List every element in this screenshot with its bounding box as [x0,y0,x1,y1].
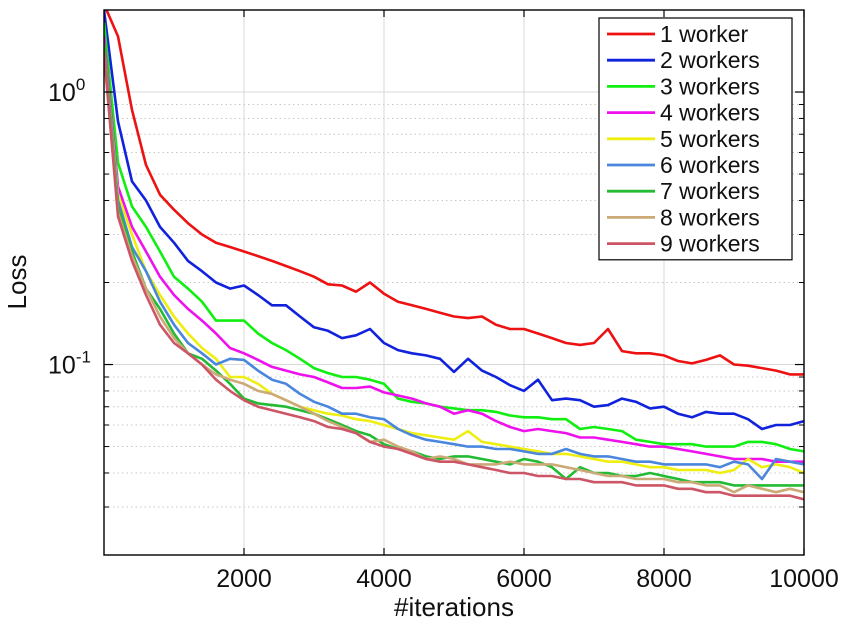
series-line-5 [104,43,804,475]
series-line-8 [104,52,804,494]
legend-label: 3 workers [660,73,760,99]
series-line-1 [105,10,804,376]
series-line-3 [104,22,804,453]
y-tick-label: 10-1 [48,348,91,380]
y-axis-label: Loss [2,255,32,310]
legend-label: 4 workers [660,100,760,126]
x-tick-label: 4000 [356,565,412,593]
x-tick-label: 2000 [216,565,272,593]
legend-label: 1 worker [660,21,749,47]
series-line-9 [104,52,804,501]
series-lines [104,10,804,501]
x-axis-label: #iterations [394,592,514,622]
legend-label: 9 workers [660,231,760,257]
series-line-2 [104,10,804,431]
axis-ticks: 2000 4000 6000 8000 10000 100 10-1 [48,10,839,593]
legend-label: 5 workers [660,126,760,152]
x-tick-label: 8000 [636,565,692,593]
series-line-4 [104,36,804,464]
x-tick-label: 10000 [769,565,839,593]
legend-label: 2 workers [660,47,760,73]
y-tick-label: 100 [48,75,85,107]
legend-label: 8 workers [660,204,760,230]
legend-label: 7 workers [660,178,760,204]
legend-label: 6 workers [660,152,760,178]
series-line-6 [104,43,804,481]
x-tick-label: 6000 [496,565,552,593]
